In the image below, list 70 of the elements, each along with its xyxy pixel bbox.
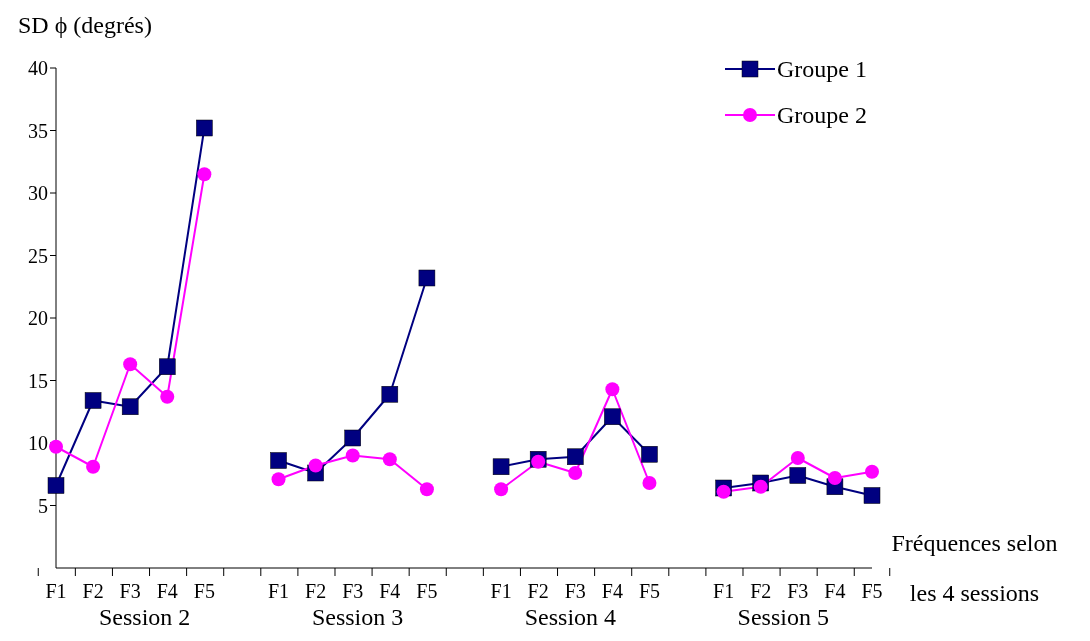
point: [308, 458, 323, 473]
text: Session 5: [736, 604, 830, 631]
x-tick-label: F1: [490, 580, 512, 602]
point: [642, 476, 657, 490]
x-tick-label: F1: [713, 580, 735, 602]
x-tick-label: F4: [156, 580, 178, 602]
point: [716, 484, 731, 499]
x-tick-label: F2: [750, 580, 772, 602]
point: [605, 382, 620, 397]
point: [159, 358, 176, 375]
x-tick-label: F5: [638, 580, 661, 602]
x-tick-label: F3: [564, 580, 586, 602]
point: [345, 448, 360, 463]
point: [49, 439, 63, 454]
x-tick-label: F2: [82, 580, 104, 602]
y-tick-label: 20: [28, 307, 48, 330]
legend-label: Groupe 2: [777, 101, 867, 129]
x-tick-label: F1: [45, 580, 67, 602]
x-tick-label: F2: [305, 580, 327, 602]
point: [865, 464, 879, 479]
point: [196, 119, 213, 137]
point: [492, 458, 510, 475]
point: [47, 477, 65, 494]
y-tick-label: 40: [28, 57, 48, 80]
point: [789, 467, 807, 484]
point: [381, 386, 399, 403]
point: [604, 408, 621, 425]
point: [568, 466, 583, 480]
x-tick-label: F4: [601, 580, 623, 602]
point: [494, 482, 509, 497]
point: [271, 472, 286, 487]
y-tick-label: 15: [28, 369, 48, 392]
y-tick-label: 30: [28, 182, 48, 205]
x-tick-label: F5: [193, 580, 215, 602]
point: [382, 452, 397, 467]
x-tick-label: F4: [379, 580, 401, 602]
point: [790, 451, 805, 465]
point: [84, 392, 102, 409]
point: [567, 448, 584, 465]
x-tick-label: F5: [861, 580, 883, 602]
point: [123, 357, 138, 372]
point: [863, 487, 881, 504]
x-tick-label: F3: [787, 580, 809, 602]
x-tick-label: F2: [527, 580, 549, 602]
point: [270, 452, 287, 469]
point: [827, 471, 842, 485]
x-tick-label: F5: [416, 580, 438, 602]
text: Session 4: [523, 604, 618, 631]
x-tick-label: F1: [267, 580, 290, 602]
x-axis-title: Fréquences selon les 4 sessions: [890, 529, 1059, 608]
y-axis-title: SD ϕ (degrés): [18, 12, 152, 39]
point: [641, 446, 658, 463]
x-tick-label: F3: [119, 580, 141, 602]
point: [344, 429, 361, 447]
y-tick-label: 25: [28, 244, 48, 267]
text: Session 3: [310, 604, 405, 631]
point: [753, 479, 768, 494]
text: Session 2: [98, 604, 192, 631]
y-tick-label: 35: [28, 119, 48, 142]
x-tick-label: F3: [342, 580, 364, 602]
legend-label: Groupe 1: [777, 55, 867, 83]
point: [418, 269, 436, 287]
point: [86, 459, 101, 474]
y-tick-label: 10: [28, 432, 48, 455]
y-tick-label: 5: [38, 494, 48, 517]
x-tick-label: F4: [824, 580, 846, 602]
point: [419, 482, 434, 497]
point: [121, 398, 139, 415]
point: [160, 389, 175, 404]
point: [197, 167, 212, 182]
